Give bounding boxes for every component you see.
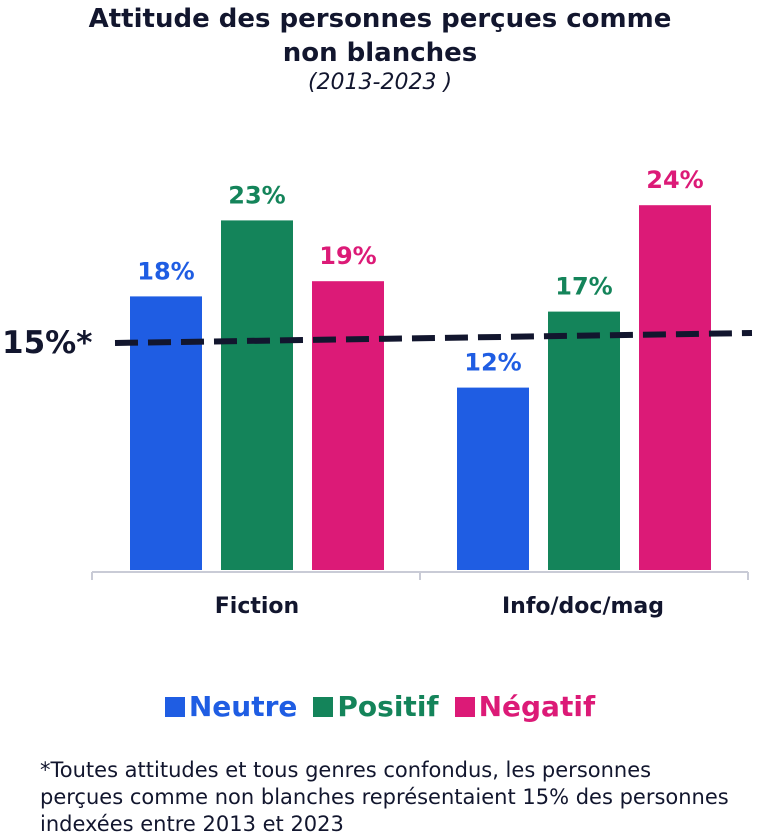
chart-title-line-2: non blanches [282,38,478,68]
x-tick-label: Info/doc/mag [502,594,664,619]
legend-label: Négatif [478,690,596,723]
legend-item-neutre: Neutre [164,689,298,725]
footnote: *Toutes attitudes et tous genres confond… [40,758,729,836]
reference-line-label: 15%* [2,325,92,361]
data-label: 17% [555,273,612,301]
bar-positif-fiction [221,220,293,570]
bar-chart: 18% 12% 23% 17% 19% 24% Fiction Info/doc/mag 15%… [2,166,753,619]
bar-négatif-info-doc-mag [639,205,711,570]
data-label: 12% [464,349,521,377]
reference-line [114,330,753,346]
chart-title-line-1: Attitude des personnes perçues comme [88,4,672,34]
bar-neutre-fiction [130,296,202,570]
chart-title: Attitude des personnes perçues comme non… [0,2,760,70]
chart-subtitle: (2013-2023 ) [307,70,453,95]
data-label: 23% [228,181,285,209]
legend-swatch [313,697,334,717]
data-label: 19% [319,242,376,270]
legend-label: Neutre [188,690,298,723]
x-tick-label: Fiction [215,594,299,619]
legend-swatch [164,697,185,717]
legend-swatch [454,697,475,717]
bar-neutre-info-doc-mag [457,387,529,570]
bar-positif-info-doc-mag [548,311,620,570]
legend-item-négatif: Négatif [454,689,596,725]
bar-négatif-fiction [312,281,384,570]
data-label: 24% [646,166,703,194]
legend: Neutre Positif Négatif [0,689,760,725]
data-label: 18% [137,257,194,285]
legend-item-positif: Positif [313,689,439,725]
legend-label: Positif [337,690,439,723]
